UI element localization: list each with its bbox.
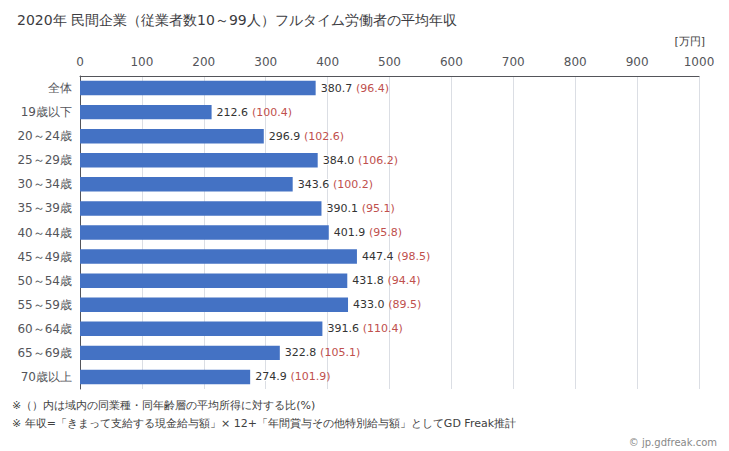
svg-text:384.0: 384.0 bbox=[323, 154, 355, 167]
svg-text:212.6: 212.6 bbox=[217, 106, 249, 119]
svg-text:700: 700 bbox=[502, 55, 525, 69]
svg-text:447.4: 447.4 bbox=[362, 250, 394, 263]
svg-text:391.6: 391.6 bbox=[327, 322, 359, 335]
svg-text:296.9: 296.9 bbox=[269, 130, 301, 143]
svg-text:55～59歳: 55～59歳 bbox=[17, 298, 72, 312]
svg-text:(101.9): (101.9) bbox=[290, 370, 330, 383]
svg-text:390.1: 390.1 bbox=[326, 202, 358, 215]
svg-text:343.6: 343.6 bbox=[298, 178, 330, 191]
svg-text:(105.1): (105.1) bbox=[320, 346, 360, 359]
svg-text:431.8: 431.8 bbox=[352, 274, 384, 287]
svg-text:1000: 1000 bbox=[684, 55, 715, 69]
svg-text:19歳以下: 19歳以下 bbox=[21, 105, 72, 119]
svg-text:50～54歳: 50～54歳 bbox=[17, 274, 72, 288]
svg-text:(106.2): (106.2) bbox=[358, 154, 398, 167]
svg-text:35～39歳: 35～39歳 bbox=[17, 201, 72, 215]
svg-text:380.7: 380.7 bbox=[321, 82, 353, 95]
svg-text:(110.4): (110.4) bbox=[363, 322, 403, 335]
svg-text:(94.4): (94.4) bbox=[388, 274, 421, 287]
svg-text:(96.4): (96.4) bbox=[356, 82, 389, 95]
svg-text:60～64歳: 60～64歳 bbox=[17, 322, 72, 336]
svg-text:0: 0 bbox=[76, 55, 84, 69]
svg-text:274.9: 274.9 bbox=[255, 370, 286, 383]
svg-text:2020年 民間企業（従業者数10～99人）フルタイム労働者: 2020年 民間企業（従業者数10～99人）フルタイム労働者の平均年収 bbox=[17, 12, 457, 28]
svg-text:800: 800 bbox=[564, 55, 587, 69]
svg-text:(95.8): (95.8) bbox=[369, 226, 402, 239]
svg-text:※（）内は域内の同業種・同年齢層の平均所得に対する比(%): ※（）内は域内の同業種・同年齢層の平均所得に対する比(%) bbox=[12, 399, 315, 412]
svg-text:600: 600 bbox=[440, 55, 463, 69]
svg-text:900: 900 bbox=[626, 55, 649, 69]
svg-text:45～49歳: 45～49歳 bbox=[17, 250, 72, 264]
svg-text:401.9: 401.9 bbox=[334, 226, 366, 239]
svg-text:(95.1): (95.1) bbox=[362, 202, 395, 215]
svg-text:(100.2): (100.2) bbox=[333, 178, 373, 191]
svg-text:40～44歳: 40～44歳 bbox=[17, 226, 72, 240]
svg-text:65～69歳: 65～69歳 bbox=[17, 346, 72, 360]
svg-text:(100.4): (100.4) bbox=[252, 106, 292, 119]
svg-text:322.8: 322.8 bbox=[285, 346, 317, 359]
svg-text:20～24歳: 20～24歳 bbox=[17, 129, 72, 143]
svg-text:全体: 全体 bbox=[48, 81, 72, 95]
svg-text:25～29歳: 25～29歳 bbox=[17, 153, 72, 167]
svg-text:70歳以上: 70歳以上 bbox=[21, 370, 72, 384]
svg-text:[万円]: [万円] bbox=[674, 35, 705, 48]
svg-text:433.0: 433.0 bbox=[353, 298, 385, 311]
svg-text:300: 300 bbox=[254, 55, 277, 69]
svg-text:© jp.gdfreak.com: © jp.gdfreak.com bbox=[629, 437, 717, 448]
svg-text:200: 200 bbox=[192, 55, 215, 69]
svg-text:(102.6): (102.6) bbox=[304, 130, 344, 143]
svg-text:400: 400 bbox=[316, 55, 339, 69]
svg-text:500: 500 bbox=[378, 55, 401, 69]
svg-text:30～34歳: 30～34歳 bbox=[17, 177, 72, 191]
svg-text:※ 年収=「きまって支給する現金給与額」× 12+「年間賞与: ※ 年収=「きまって支給する現金給与額」× 12+「年間賞与その他特別給与額」と… bbox=[12, 417, 516, 430]
svg-text:(98.5): (98.5) bbox=[397, 250, 430, 263]
svg-text:(89.5): (89.5) bbox=[388, 298, 421, 311]
svg-text:100: 100 bbox=[130, 55, 153, 69]
